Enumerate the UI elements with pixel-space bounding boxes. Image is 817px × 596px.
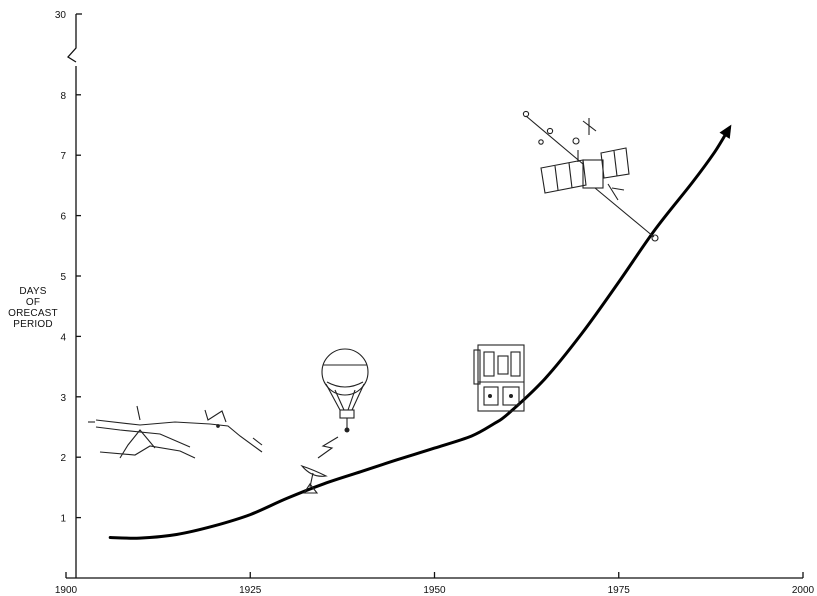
x-tick-label: 1950 [423,585,446,596]
y-break-label: 30 [55,10,67,21]
weather-map-icon [88,405,263,459]
y-tick-label: 7 [60,151,66,162]
x-tick-label: 1900 [55,585,78,596]
axes [66,13,803,579]
x-tick-label: 1925 [239,585,262,596]
y-tick-label: 3 [60,393,66,404]
satellite-icon [522,110,659,242]
y-tick-label: 4 [60,332,66,343]
y-tick-label: 1 [60,514,66,525]
computer-icon [473,344,525,412]
series [108,124,732,540]
ticks: 30 1900 1925 1950 1975 2000 1 2 3 4 5 6 7 8 [55,10,815,596]
radar-dish-icon [300,436,339,494]
x-tick-label: 2000 [792,585,815,596]
y-tick-label: 5 [60,272,66,283]
curve-arrowhead [719,124,732,139]
x-tick-label: 1975 [608,585,631,596]
y-tick-label: 2 [60,453,66,464]
y-tick-label: 6 [60,212,66,223]
y-tick-label: 8 [60,91,66,102]
weather-balloon-icon [321,348,369,433]
y-axis-label: DAYS OF ORECAST PERIOD [8,286,58,330]
y-axis-break [67,14,77,63]
forecast-curve [108,126,731,540]
